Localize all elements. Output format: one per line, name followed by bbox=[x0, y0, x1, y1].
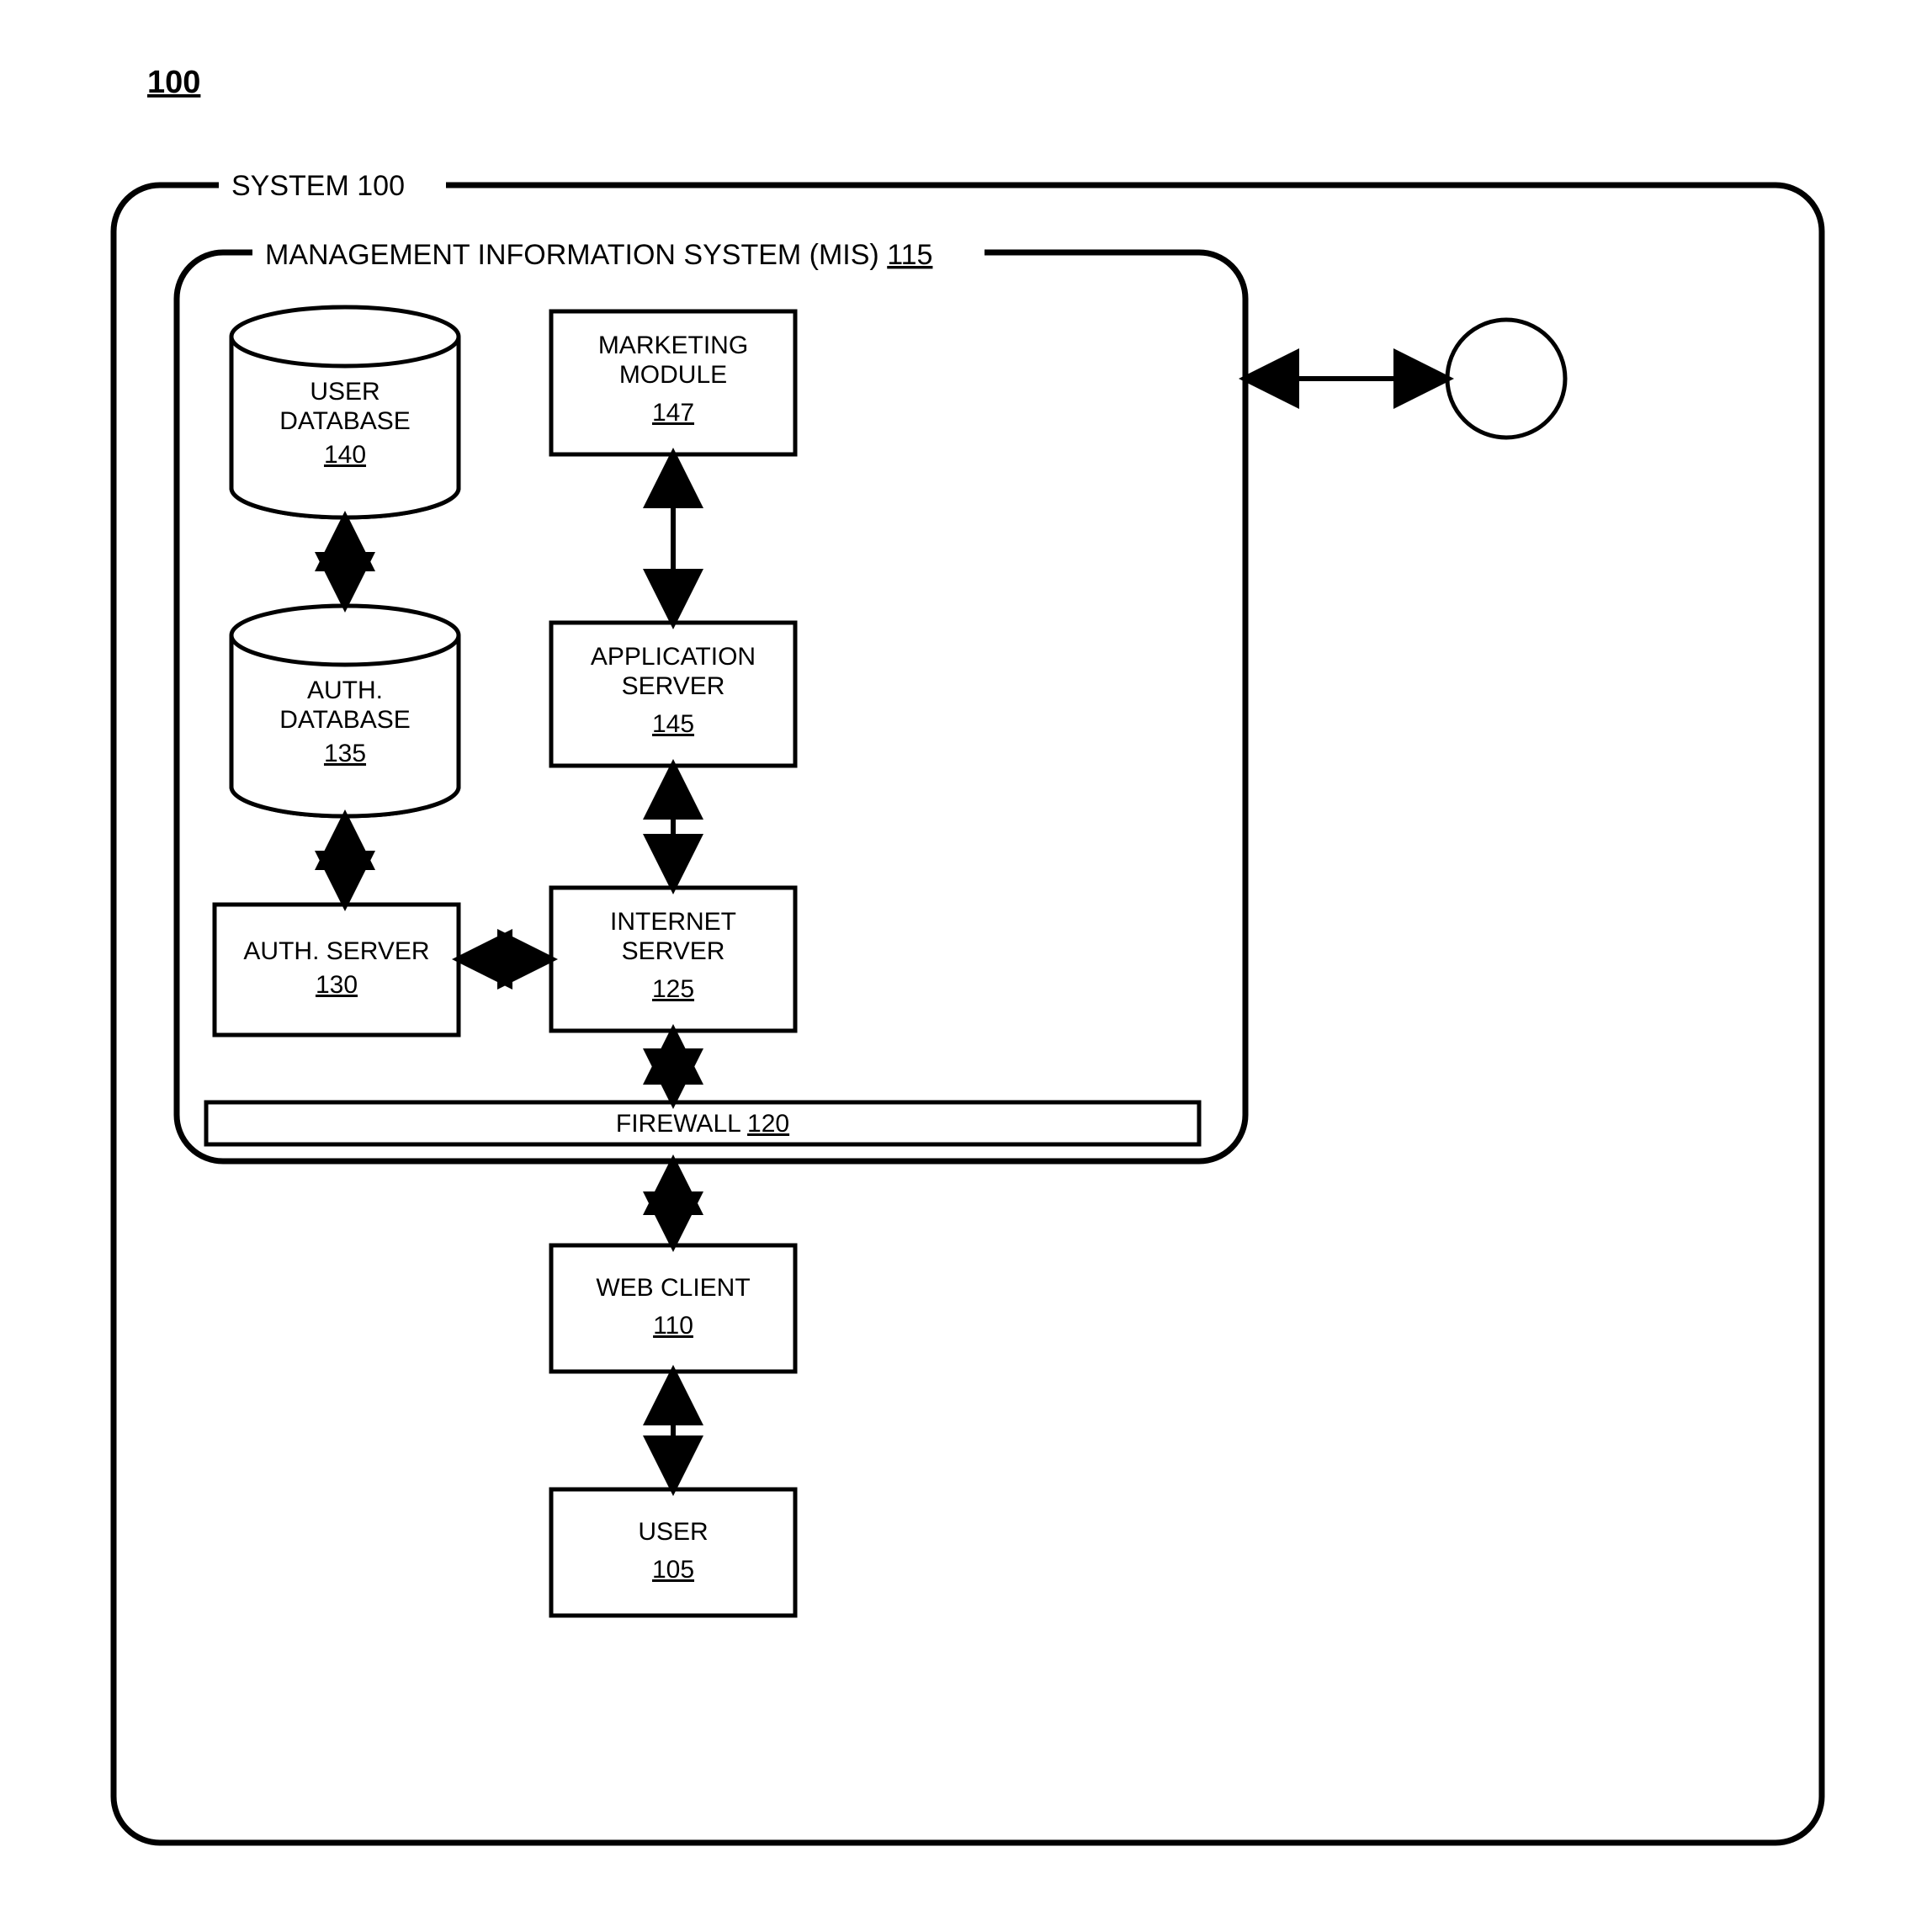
mis-frame-label: MANAGEMENT INFORMATION SYSTEM (MIS) 115 bbox=[265, 239, 932, 271]
user-block: USER 105 bbox=[551, 1489, 795, 1616]
system-frame-label: SYSTEM 100 bbox=[231, 170, 405, 202]
auth-database-title2: DATABASE bbox=[279, 706, 411, 734]
external-node bbox=[1447, 320, 1565, 438]
marketing-module-title1: MARKETING bbox=[598, 332, 748, 359]
internet-server-title2: SERVER bbox=[622, 937, 725, 965]
auth-server-title: AUTH. SERVER bbox=[243, 937, 429, 965]
figure-ref: 100 bbox=[147, 65, 200, 100]
auth-database-ref: 135 bbox=[324, 740, 366, 767]
marketing-module-ref: 147 bbox=[652, 399, 694, 427]
firewall: FIREWALL 120 bbox=[206, 1102, 1199, 1144]
user-database-title1: USER bbox=[310, 378, 380, 406]
auth-database: AUTH. DATABASE 135 bbox=[231, 606, 459, 816]
user-block-title: USER bbox=[638, 1518, 708, 1546]
marketing-module-title2: MODULE bbox=[619, 361, 727, 389]
user-block-ref: 105 bbox=[652, 1556, 694, 1584]
application-server-title2: SERVER bbox=[622, 672, 725, 700]
internet-server: INTERNET SERVER 125 bbox=[551, 888, 795, 1031]
web-client-ref: 110 bbox=[653, 1312, 693, 1340]
user-database-ref: 140 bbox=[324, 441, 366, 469]
user-database-title2: DATABASE bbox=[279, 407, 411, 435]
web-client: WEB CLIENT 110 bbox=[551, 1245, 795, 1372]
web-client-title: WEB CLIENT bbox=[596, 1274, 750, 1302]
internet-server-title1: INTERNET bbox=[610, 908, 736, 936]
auth-database-title1: AUTH. bbox=[307, 677, 383, 704]
user-database: USER DATABASE 140 bbox=[231, 307, 459, 517]
application-server: APPLICATION SERVER 145 bbox=[551, 623, 795, 766]
auth-server: AUTH. SERVER 130 bbox=[215, 905, 459, 1035]
system-diagram: 100 SYSTEM 100 MANAGEMENT INFORMATION SY… bbox=[0, 0, 1932, 1921]
auth-server-ref: 130 bbox=[316, 971, 358, 999]
application-server-ref: 145 bbox=[652, 710, 694, 738]
application-server-title1: APPLICATION bbox=[591, 643, 756, 671]
firewall-label: FIREWALL 120 bbox=[616, 1110, 789, 1138]
internet-server-ref: 125 bbox=[652, 975, 694, 1003]
marketing-module: MARKETING MODULE 147 bbox=[551, 311, 795, 454]
